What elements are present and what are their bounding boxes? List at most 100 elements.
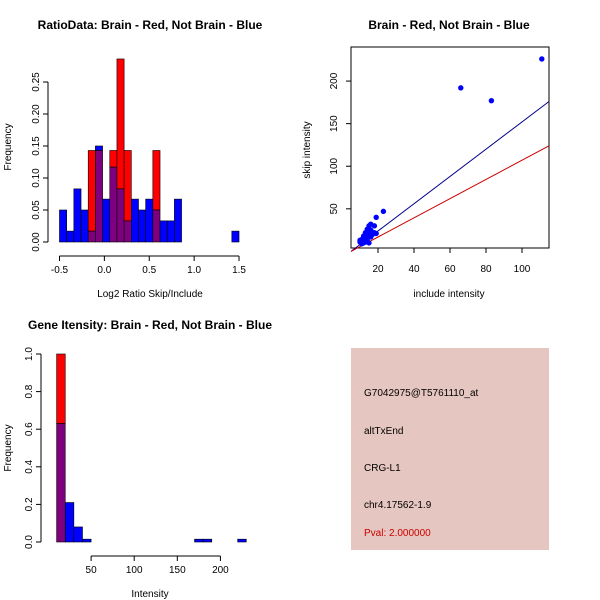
intensity-x-tick-label: 200	[212, 565, 229, 576]
scatter-x-tick-label: 60	[444, 264, 456, 275]
ratio-bar-overlap	[116, 188, 125, 243]
intensity-histogram-axes: 50 100 150 200 0.0 0.2 0.4 0.6 0.8 1.0	[24, 347, 229, 576]
ratio-bar-overlap	[87, 230, 96, 243]
ratio-bar-not-brain	[102, 198, 111, 243]
ratio-histogram-xlabel: Log2 Ratio Skip/Include	[97, 289, 203, 300]
intensity-y-tick-label: 0.2	[24, 497, 35, 511]
scatter-point	[380, 208, 387, 215]
info-panel: G7042975@T5761110_at altTxEnd CRG-L1 chr…	[351, 348, 549, 550]
ratio-y-tick-label: 0.00	[31, 232, 42, 252]
intensity-bar-not-brain	[73, 526, 83, 543]
ratio-bar-brain	[109, 150, 118, 168]
ratio-bar-overlap	[123, 220, 132, 243]
intensity-histogram-ylabel: Frequency	[3, 424, 14, 471]
ratio-y-tick-label: 0.25	[31, 72, 42, 92]
ratio-bar-overlap	[152, 209, 161, 243]
ratio-bar-not-brain	[80, 209, 89, 243]
ratio-bar-not-brain	[174, 198, 182, 243]
scatter-x-tick-label: 100	[514, 264, 531, 275]
intensity-histogram-xlabel: Intensity	[131, 589, 168, 600]
scatter-x-tick-label: 20	[372, 264, 384, 275]
scatter-point	[373, 214, 379, 221]
scatter-y-tick-label: 150	[329, 115, 340, 132]
intensity-bar-overlap	[56, 423, 66, 543]
intensity-x-tick-label: 100	[126, 565, 143, 576]
intensity-x-tick-label: 150	[169, 565, 186, 576]
scatter-point	[359, 241, 365, 247]
scatter-point	[371, 223, 378, 229]
scatter-point	[488, 97, 495, 104]
ratio-y-tick-label: 0.05	[31, 200, 42, 220]
scatter-point	[458, 85, 464, 91]
scatter-point	[539, 56, 545, 62]
info-panel-background	[351, 348, 549, 550]
ratio-x-tick-label: 1.5	[232, 265, 246, 276]
scatter-axes: 20 40 60 80 100 50 100 150 200	[329, 72, 531, 275]
scatter-y-tick-label: 100	[329, 157, 340, 174]
ratio-x-tick-label: -0.5	[51, 265, 69, 276]
ratio-histogram: RatioData: Brain - Red, Not Brain - Blue…	[3, 18, 263, 300]
gene-name-text: CRG-L1	[364, 463, 401, 474]
scatter-point	[368, 234, 374, 240]
ratio-x-tick-label: 0.5	[142, 265, 156, 276]
probe-id-text: G7042975@T5761110_at	[364, 388, 479, 399]
scatter-x-tick-label: 40	[408, 264, 420, 275]
scatter-points	[357, 56, 545, 247]
ratio-histogram-ylabel: Frequency	[3, 123, 14, 170]
ratio-bar-not-brain	[138, 209, 146, 243]
intensity-histogram: Gene Itensity: Brain - Red, Not Brain - …	[3, 318, 272, 600]
intensity-bar-not-brain	[202, 538, 213, 543]
ratio-bar-overlap	[109, 166, 118, 243]
pval-text: Pval: 2.000000	[364, 528, 431, 539]
scatter-fit-lines	[350, 101, 550, 252]
ratio-bar-not-brain	[231, 230, 240, 243]
scatter-title: Brain - Red, Not Brain - Blue	[368, 18, 530, 32]
intensity-y-tick-label: 0.0	[24, 535, 35, 549]
scatter-point	[366, 240, 372, 246]
intensity-bar-not-brain	[64, 502, 75, 543]
ratio-bar-brain	[87, 150, 96, 232]
intensity-y-tick-label: 1.0	[24, 347, 35, 361]
scatter-xlabel: include intensity	[413, 289, 484, 300]
ratio-x-tick-label: 0.0	[97, 265, 111, 276]
ratio-bar-not-brain	[159, 220, 168, 243]
ratio-x-tick-label: 1.0	[187, 265, 201, 276]
ratio-bar-not-brain	[66, 230, 75, 243]
ratio-bar-not-brain	[73, 188, 82, 243]
scatter-ylabel: skip intensity	[302, 121, 313, 178]
ratio-bar-not-brain	[166, 220, 175, 243]
scatter-x-tick-label: 80	[480, 264, 492, 275]
scatter-plot: Brain - Red, Not Brain - Blue 20 40 60 80 10…	[302, 18, 550, 300]
intensity-histogram-bars	[56, 353, 247, 543]
ratio-histogram-bars	[59, 58, 240, 243]
ratio-bar-overlap	[95, 150, 103, 243]
ratio-bar-brain	[152, 150, 161, 211]
ratio-bar-not-brain	[145, 198, 154, 243]
intensity-bar-not-brain	[237, 538, 247, 543]
ratio-histogram-axes: -0.5 0.0 0.5 1.0 1.5 0.00 0.05 0.10 0.15 0.20 0.25	[31, 72, 246, 276]
intensity-bar-not-brain	[82, 538, 92, 543]
event-type-text: altTxEnd	[364, 426, 403, 437]
ratio-bar-not-brain	[131, 198, 139, 243]
ratio-bar-not-brain	[59, 209, 67, 243]
intensity-bar-not-brain	[194, 538, 204, 543]
ratio-bar-brain	[123, 150, 132, 222]
scatter-y-tick-label: 50	[329, 203, 340, 215]
ratio-bar-not-brain	[95, 145, 103, 151]
ratio-y-tick-label: 0.15	[31, 136, 42, 156]
ratio-bar-brain	[116, 58, 125, 190]
intensity-bar-brain	[56, 353, 66, 424]
fit-line-red	[350, 145, 550, 252]
intensity-x-tick-label: 50	[86, 565, 98, 576]
fit-line-blue	[350, 101, 550, 252]
intensity-y-tick-label: 0.4	[24, 459, 35, 473]
ratio-y-tick-label: 0.10	[31, 168, 42, 188]
intensity-histogram-title: Gene Itensity: Brain - Red, Not Brain - …	[28, 318, 272, 332]
ratio-y-tick-label: 0.20	[31, 104, 42, 124]
intensity-y-tick-label: 0.6	[24, 422, 35, 436]
location-text: chr4.17562-1.9	[364, 500, 432, 511]
scatter-y-tick-label: 200	[329, 72, 340, 89]
intensity-y-tick-label: 0.8	[24, 384, 35, 398]
ratio-histogram-title: RatioData: Brain - Red, Not Brain - Blue	[38, 18, 263, 32]
